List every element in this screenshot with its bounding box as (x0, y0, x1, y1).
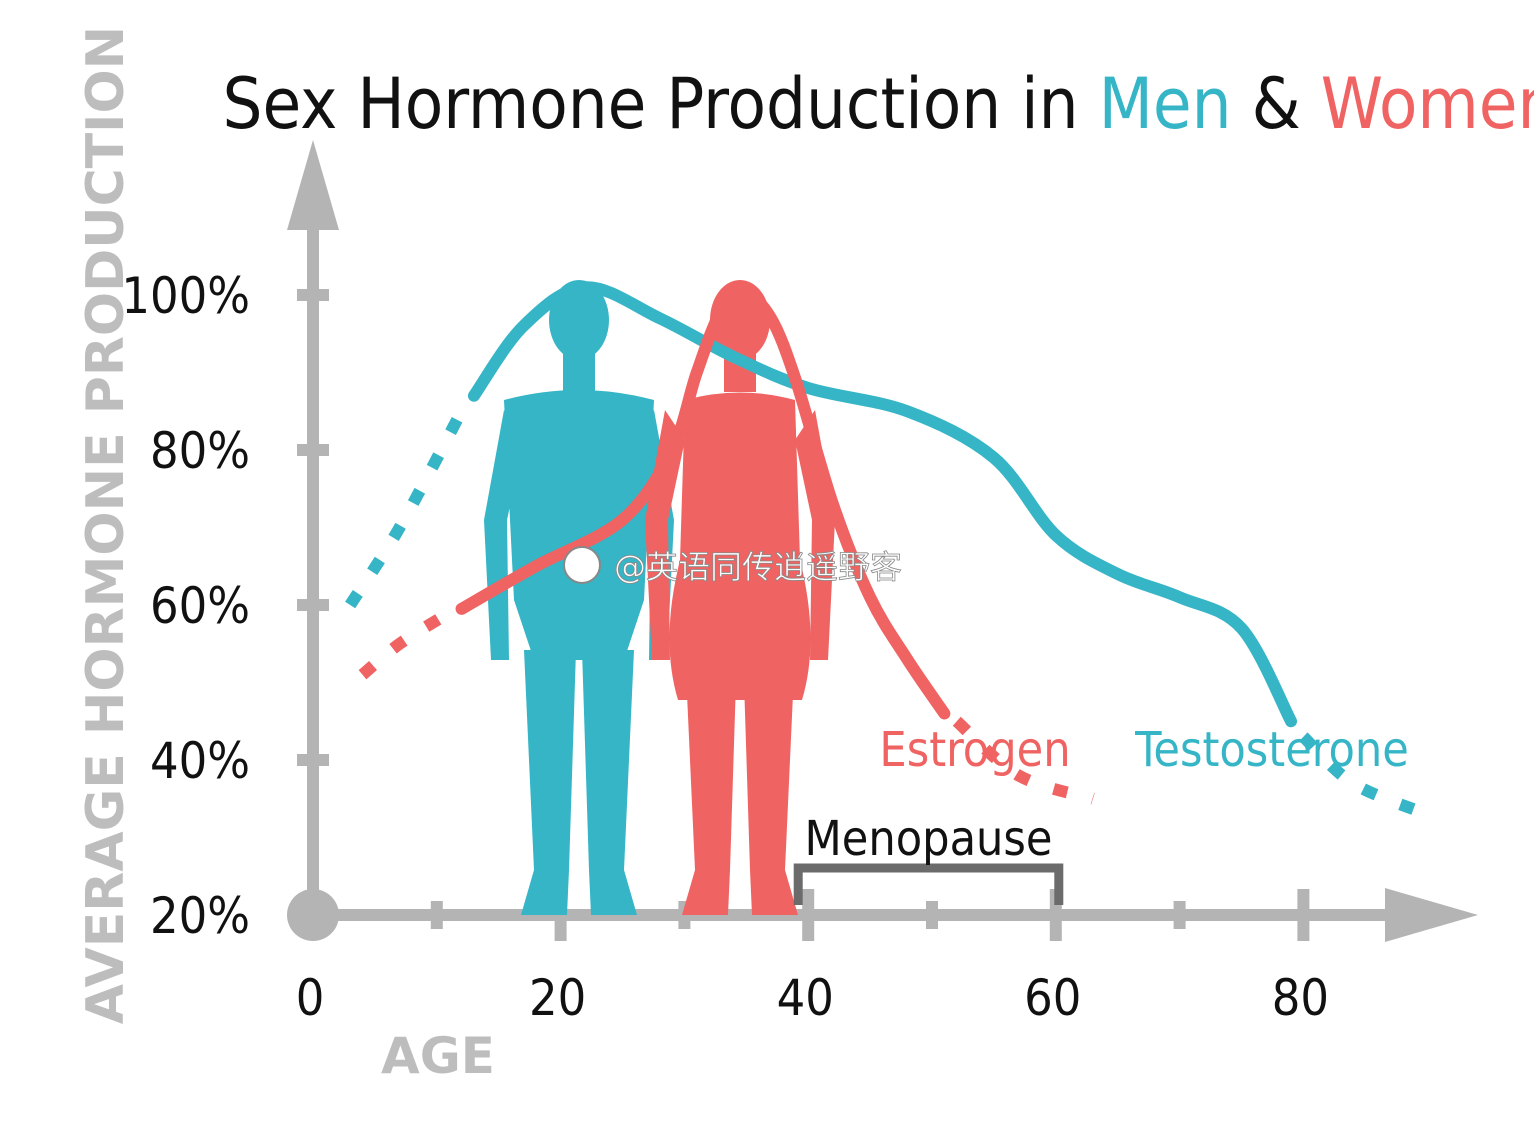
axis-origin-dot (287, 889, 339, 941)
x-tick-labels: 0 20 40 60 80 (296, 969, 1329, 1027)
x-axis-arrow (1385, 888, 1478, 942)
axes (287, 140, 1478, 942)
watermark-text: @英语同传逍遥野客 (614, 548, 902, 586)
y-tick-labels: 20% 40% 60% 80% 100% (121, 267, 250, 945)
estrogen-line (455, 288, 951, 720)
menopause-label: Menopause (805, 811, 1053, 867)
testosterone-line-dotted-end (1299, 732, 1430, 820)
x-tick-label: 80 (1272, 969, 1329, 1027)
testosterone-line (467, 281, 1298, 728)
series-lines (345, 281, 1430, 820)
chart-title: Sex Hormone Production in Men & Women (223, 63, 1534, 145)
title-part-2: & (1232, 63, 1321, 145)
weibo-icon (563, 546, 601, 584)
estrogen-line-dotted-start (358, 607, 453, 680)
estrogen-line-dotted-end (952, 716, 1095, 805)
title-part-1: Men (1099, 63, 1232, 145)
series-labels: Testosterone Estrogen (879, 722, 1408, 778)
title-part-0: Sex Hormone Production in (223, 63, 1099, 145)
y-tick-label: 80% (150, 422, 250, 480)
x-axis-title: AGE (381, 1027, 495, 1085)
y-tick-label: 60% (150, 577, 250, 635)
y-tick-label: 40% (150, 732, 250, 790)
x-tick-label: 40 (777, 969, 834, 1027)
estrogen-label: Estrogen (879, 722, 1070, 778)
y-tick-label: 20% (150, 887, 250, 945)
y-tick-label: 100% (121, 267, 250, 325)
testosterone-label: Testosterone (1134, 722, 1409, 778)
x-tick-label: 0 (296, 969, 325, 1027)
y-axis-arrow (287, 140, 339, 230)
title-part-3: Women (1321, 63, 1534, 145)
x-tick-label: 20 (529, 969, 586, 1027)
testosterone-line-dotted-start (345, 408, 467, 609)
menopause-annotation: Menopause (793, 811, 1064, 905)
watermark: @英语同传逍遥野客 (563, 546, 902, 586)
y-axis-title: AVERAGE HORMONE PRODUCTION (76, 26, 136, 1024)
menopause-bracket (793, 863, 1064, 905)
x-tick-label: 60 (1024, 969, 1081, 1027)
man-silhouette (484, 280, 674, 915)
